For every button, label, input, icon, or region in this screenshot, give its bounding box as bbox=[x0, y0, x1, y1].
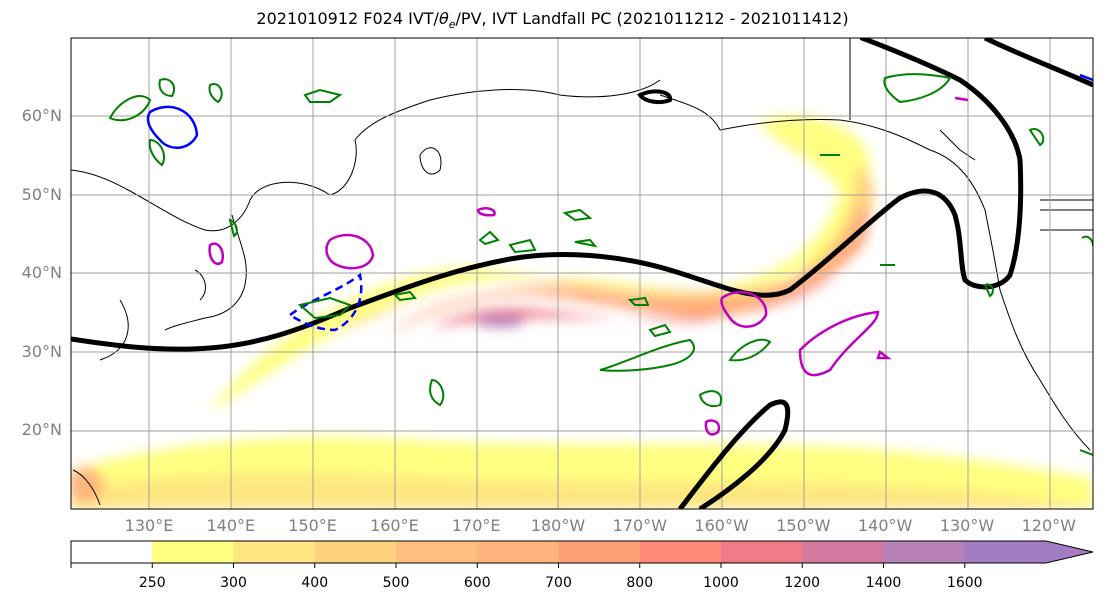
map-title: 2021010912 F024 IVT/θe/PV, IVT Landfall … bbox=[256, 9, 849, 32]
pv-negative-contours bbox=[146, 73, 1093, 332]
colorbar bbox=[70, 540, 1094, 568]
colorbar-segment bbox=[558, 541, 641, 563]
colorbar-tick-label: 1600 bbox=[946, 575, 983, 591]
pv-positive-contours bbox=[208, 96, 969, 436]
colorbar-segment bbox=[314, 541, 397, 563]
colorbar-segment bbox=[233, 541, 316, 563]
lon-label: 140°W bbox=[858, 516, 913, 535]
colorbar-segment bbox=[71, 541, 153, 563]
colorbar-tick-label: 400 bbox=[301, 575, 329, 591]
colorbar-segment bbox=[883, 541, 966, 563]
colorbar-tick-label: 250 bbox=[138, 575, 166, 591]
lon-label: 180°W bbox=[530, 516, 586, 535]
colorbar-segment bbox=[477, 541, 559, 563]
jet-contour-island bbox=[636, 89, 673, 105]
colorbar-tick-label: 1200 bbox=[784, 575, 821, 591]
jet-contour-ne bbox=[983, 38, 1093, 88]
lon-label: 140°E bbox=[206, 516, 256, 535]
colorbar-tick-label: 700 bbox=[545, 575, 572, 591]
colorbar-segment bbox=[639, 541, 722, 563]
colorbar-tick-label: 300 bbox=[220, 575, 247, 591]
theta-contours bbox=[108, 73, 1093, 456]
lat-label: 30°N bbox=[21, 341, 62, 361]
colorbar-segment bbox=[964, 541, 1093, 563]
colorbar-tick-label: 500 bbox=[382, 575, 410, 591]
lat-label: 40°N bbox=[21, 263, 62, 283]
lat-label: 50°N bbox=[21, 184, 62, 204]
map-content bbox=[71, 38, 1093, 509]
colorbar-segment bbox=[802, 541, 884, 563]
lat-label: 60°N bbox=[21, 106, 62, 125]
colorbar-tick-label: 600 bbox=[463, 575, 491, 591]
colorbar-tick-label: 1400 bbox=[865, 575, 902, 591]
lon-label: 130°E bbox=[124, 516, 174, 535]
lon-label: 150°E bbox=[288, 516, 337, 535]
lon-label: 170°E bbox=[451, 516, 501, 535]
lon-label: 130°W bbox=[939, 516, 995, 535]
lon-label: 150°W bbox=[776, 516, 831, 535]
lat-label: 20°N bbox=[21, 420, 62, 440]
colorbar-tick-label: 800 bbox=[626, 575, 654, 591]
jet-contour-tail bbox=[678, 399, 791, 509]
lon-label: 170°W bbox=[612, 516, 667, 535]
map-frame bbox=[70, 37, 1094, 510]
lon-label: 120°W bbox=[1021, 516, 1076, 535]
colorbar-segment bbox=[396, 541, 478, 563]
lon-label: 160°E bbox=[370, 516, 419, 535]
colorbar-segment bbox=[721, 541, 803, 563]
colorbar-segment bbox=[152, 541, 234, 563]
lon-label: 160°W bbox=[694, 516, 749, 535]
colorbar-tick-label: 1000 bbox=[703, 575, 739, 591]
